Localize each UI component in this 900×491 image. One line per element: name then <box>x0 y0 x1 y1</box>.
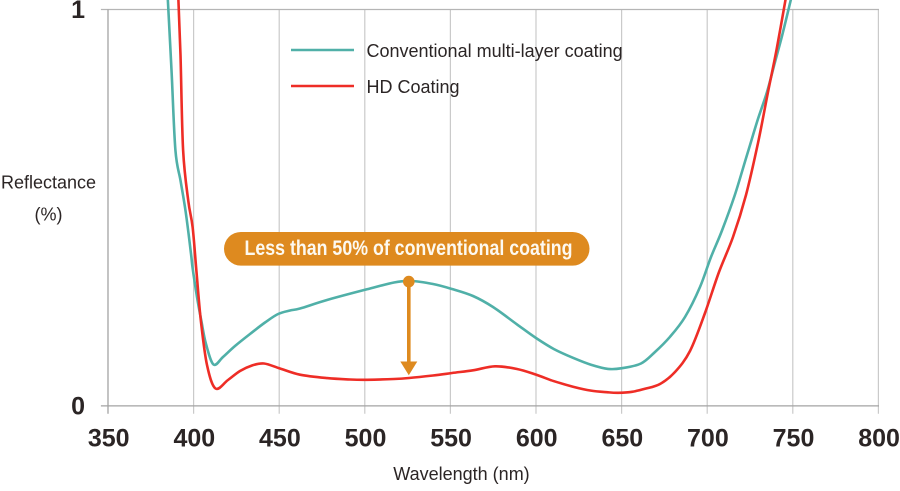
svg-text:0: 0 <box>71 393 85 421</box>
svg-text:350: 350 <box>88 425 130 453</box>
svg-text:700: 700 <box>687 425 729 453</box>
svg-text:800: 800 <box>858 425 900 453</box>
svg-text:550: 550 <box>430 425 472 453</box>
svg-text:600: 600 <box>516 425 558 453</box>
svg-text:400: 400 <box>173 425 215 453</box>
svg-text:Wavelength (nm): Wavelength (nm) <box>393 464 529 484</box>
svg-text:Conventional multi-layer coati: Conventional multi-layer coating <box>367 41 623 61</box>
svg-text:1: 1 <box>71 0 85 24</box>
svg-text:(%): (%) <box>35 205 63 225</box>
svg-text:Less than 50% of conventional: Less than 50% of conventional coating <box>245 237 573 260</box>
svg-text:650: 650 <box>601 425 643 453</box>
svg-text:750: 750 <box>773 425 815 453</box>
svg-text:HD Coating: HD Coating <box>367 77 460 97</box>
svg-text:500: 500 <box>345 425 387 453</box>
svg-text:450: 450 <box>259 425 301 453</box>
svg-text:Reflectance: Reflectance <box>1 173 96 193</box>
